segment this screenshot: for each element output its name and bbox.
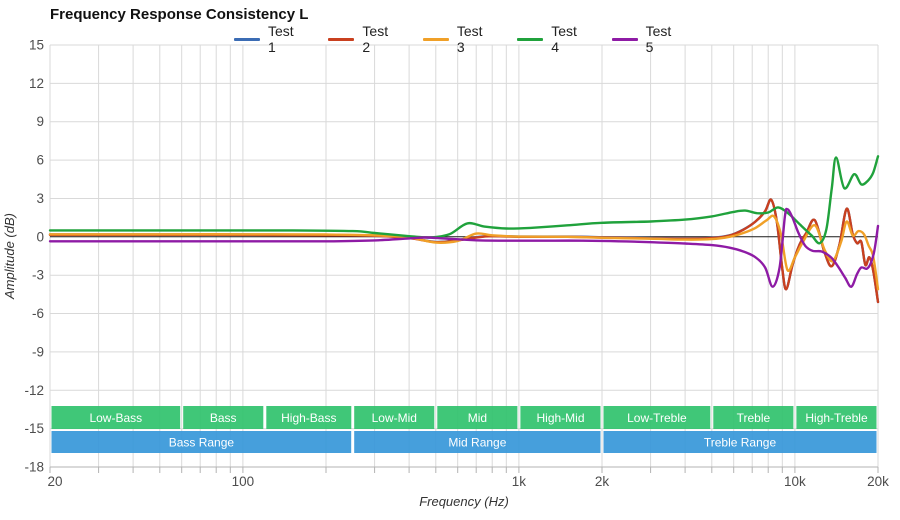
legend-item-test-3[interactable]: Test 3 (422, 23, 489, 55)
svg-text:-3: -3 (32, 268, 44, 283)
series-line-test-4 (48, 155, 880, 245)
legend-item-label: Test 2 (362, 23, 389, 55)
y-axis-title: Amplitude (dB) (2, 213, 17, 300)
band-treble-range (603, 431, 877, 453)
band-treble (713, 406, 794, 429)
band-mid (437, 406, 518, 429)
svg-text:1k: 1k (512, 474, 527, 489)
band-label-high-treble: High-Treble (805, 411, 868, 425)
band-label-mid-range: Mid Range (448, 436, 506, 450)
chart-title: Frequency Response Consistency L (50, 6, 309, 23)
band-high-treble (796, 406, 877, 429)
legend-item-label: Test 4 (551, 23, 577, 55)
band-low-mid (354, 406, 435, 429)
band-label-mid: Mid (468, 411, 487, 425)
series-line-test-2 (48, 198, 880, 304)
svg-text:15: 15 (29, 38, 44, 53)
legend-item-label: Test 5 (645, 23, 672, 55)
x-tick-labels: 20 100 1k 2k 10k 20k (47, 474, 889, 489)
band-label-low-bass: Low-Bass (89, 411, 142, 425)
frequency-range-bands: Low-Bass Bass High-Bass Low-Mid Mid High-Mid L… (51, 406, 877, 453)
band-label-low-mid: Low-Mid (372, 411, 417, 425)
svg-text:20: 20 (47, 474, 62, 489)
band-bass (183, 406, 264, 429)
series-line-test-5 (48, 207, 880, 288)
x-axis-title: Frequency (Hz) (419, 494, 509, 509)
y-tick-labels: 15 12 9 6 3 0 -3 -6 -9 -12 -15 -18 (24, 38, 44, 475)
legend-item-test-2[interactable]: Test 2 (328, 23, 394, 55)
svg-text:0: 0 (36, 229, 44, 244)
band-label-bass-range: Bass Range (169, 436, 235, 450)
band-label-bass: Bass (210, 411, 237, 425)
legend-swatch-test-2 (328, 37, 355, 41)
svg-text:-9: -9 (32, 344, 44, 359)
band-low-bass (51, 406, 181, 429)
svg-text:6: 6 (36, 153, 44, 168)
svg-text:-15: -15 (24, 421, 44, 436)
band-low-treble (603, 406, 711, 429)
band-label-treble-range: Treble Range (704, 436, 777, 450)
svg-text:-12: -12 (24, 383, 44, 398)
legend-swatch-test-3 (422, 37, 449, 41)
svg-text:-6: -6 (32, 306, 44, 321)
svg-text:10k: 10k (784, 474, 806, 489)
band-high-mid (520, 406, 601, 429)
svg-text:2k: 2k (595, 474, 610, 489)
svg-text:3: 3 (36, 191, 44, 206)
legend-item-label: Test 1 (268, 23, 294, 55)
series-line-test-3 (48, 214, 880, 291)
x-axis (49, 466, 879, 473)
band-label-high-bass: High-Bass (281, 411, 336, 425)
legend-item-label: Test 3 (456, 23, 483, 55)
legend: Test 1 Test 2 Test 3 Test 4 Test 5 (234, 23, 678, 55)
svg-text:9: 9 (36, 114, 44, 129)
legend-item-test-4[interactable]: Test 4 (517, 23, 583, 55)
svg-text:-18: -18 (24, 460, 44, 475)
series-line-test-1 (48, 198, 880, 304)
legend-swatch-test-4 (517, 37, 544, 41)
band-bass-range (51, 431, 352, 453)
legend-swatch-test-5 (611, 37, 638, 41)
band-label-treble: Treble (737, 411, 771, 425)
svg-text:12: 12 (29, 76, 44, 91)
legend-swatch-test-1 (234, 37, 261, 41)
legend-item-test-1[interactable]: Test 1 (234, 23, 300, 55)
legend-item-test-5[interactable]: Test 5 (611, 23, 678, 55)
band-mid-range (354, 431, 601, 453)
svg-text:20k: 20k (867, 474, 889, 489)
band-label-low-treble: Low-Treble (627, 411, 687, 425)
svg-text:100: 100 (232, 474, 255, 489)
band-high-bass (266, 406, 352, 429)
band-label-high-mid: High-Mid (536, 411, 584, 425)
